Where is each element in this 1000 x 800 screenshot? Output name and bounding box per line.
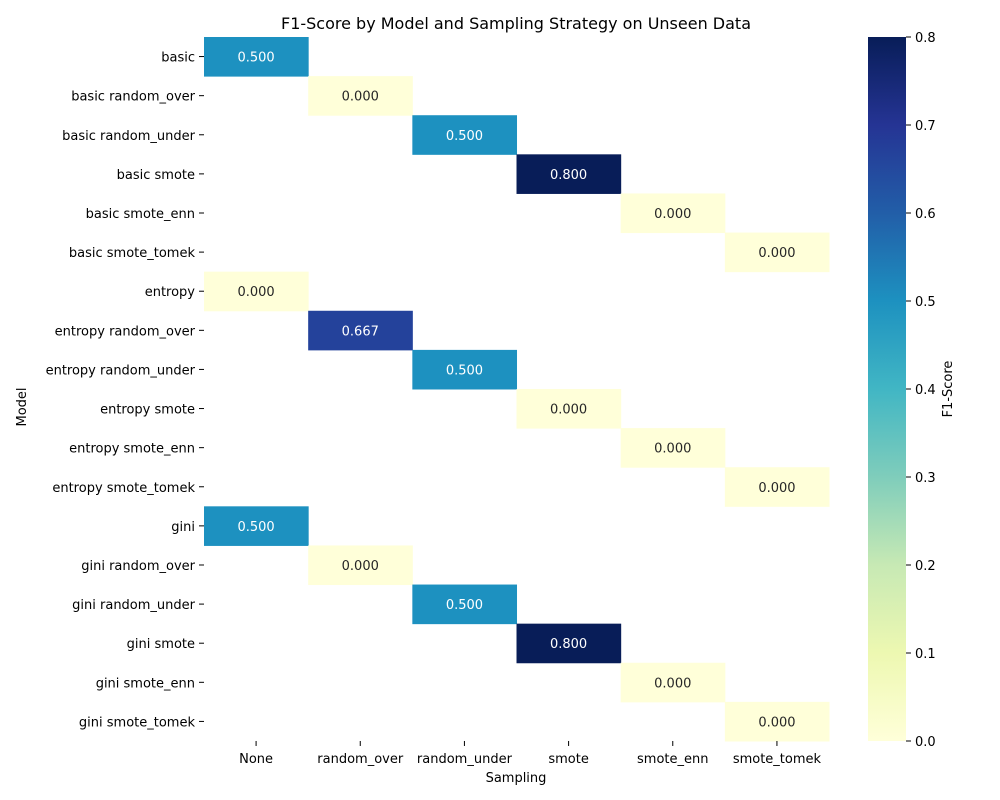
y-tick-label: basic random_over — [71, 90, 195, 105]
y-tick-label: entropy random_under — [46, 363, 196, 378]
cell-value-label: 0.000 — [758, 481, 795, 496]
heatmap-cell — [412, 349, 518, 390]
cell-value-label: 0.500 — [446, 129, 483, 144]
colorbar — [868, 37, 906, 741]
cell-value-label: 0.000 — [654, 676, 691, 691]
y-tick-label: basic smote — [117, 168, 195, 183]
cell-value-label: 0.500 — [237, 520, 274, 535]
y-tick-label: gini smote_enn — [96, 676, 195, 691]
heatmap-cell — [204, 506, 309, 546]
x-tick-label: smote — [548, 752, 589, 767]
chart-title: F1-Score by Model and Sampling Strategy … — [281, 14, 751, 33]
cell-value-label: 0.800 — [550, 637, 587, 652]
colorbar-tick-label: 0.3 — [915, 471, 936, 486]
colorbar-tick-label: 0.0 — [915, 735, 936, 750]
cell-value-label: 0.000 — [342, 90, 379, 105]
heatmap-cell — [412, 115, 518, 155]
heatmap-cell — [724, 467, 830, 507]
cell-labels: 0.500 0.000 0.500 0.800 0.000 0.000 0.000 0.667… — [237, 51, 795, 731]
colorbar-label: F1-Score — [941, 361, 956, 418]
y-tick-label: basic smote_enn — [86, 207, 195, 222]
cell-value-label: 0.500 — [446, 363, 483, 378]
heatmap-cell — [204, 37, 309, 77]
x-tick-label: random_over — [317, 752, 404, 767]
heatmap-cell — [620, 428, 726, 468]
colorbar-tick-label: 0.1 — [915, 647, 936, 662]
cell-value-label: 0.000 — [758, 246, 795, 261]
heatmap-cell — [620, 193, 726, 234]
x-axis-ticks: None random_over random_under smote smote_en… — [239, 740, 822, 767]
y-axis-label: Model — [15, 387, 30, 426]
y-tick-label: gini smote — [127, 637, 195, 652]
y-tick-label: gini random_over — [81, 559, 195, 574]
y-tick-label: gini — [171, 520, 195, 535]
y-tick-label: entropy smote_enn — [69, 442, 195, 457]
heatmap-cell — [724, 232, 830, 273]
heatmap-cell — [516, 388, 622, 429]
cell-value-label: 0.667 — [342, 324, 379, 339]
cell-value-label: 0.000 — [654, 207, 691, 222]
heatmap-cell — [412, 584, 518, 625]
y-tick-label: entropy — [145, 285, 196, 300]
heatmap-cell — [308, 76, 413, 116]
x-tick-label: random_under — [417, 752, 513, 767]
colorbar-tick-label: 0.4 — [915, 383, 936, 398]
cell-value-label: 0.000 — [550, 403, 587, 418]
cell-value-label: 0.800 — [550, 168, 587, 183]
y-tick-label: basic smote_tomek — [69, 246, 196, 261]
x-tick-label: smote_enn — [637, 752, 708, 767]
colorbar-tick-label: 0.2 — [915, 559, 936, 574]
cell-value-label: 0.000 — [758, 715, 795, 730]
heatmap-cell — [620, 662, 726, 703]
colorbar-tick-label: 0.8 — [915, 31, 936, 46]
heatmap-cells — [204, 37, 830, 742]
y-tick-label: gini smote_tomek — [79, 715, 196, 730]
x-axis-label: Sampling — [486, 771, 547, 786]
y-tick-label: entropy smote_tomek — [52, 481, 195, 496]
cell-value-label: 0.000 — [237, 285, 274, 300]
colorbar-ticks: 0.0 0.1 0.2 0.3 0.4 0.5 0.6 0.7 0.8 — [906, 31, 936, 750]
y-tick-label: basic random_under — [62, 129, 196, 144]
heatmap-cell — [516, 154, 622, 194]
heatmap-cell — [308, 545, 413, 586]
heatmap-cell — [724, 701, 830, 742]
y-tick-label: gini random_under — [72, 598, 195, 613]
y-tick-label: entropy random_over — [55, 324, 196, 339]
y-tick-label: entropy smote — [100, 403, 195, 418]
cell-value-label: 0.500 — [446, 598, 483, 613]
colorbar-tick-label: 0.5 — [915, 295, 936, 310]
x-tick-label: smote_tomek — [733, 752, 822, 767]
heatmap-cell — [516, 623, 622, 664]
colorbar-tick-label: 0.7 — [915, 119, 936, 134]
heatmap-cell — [308, 310, 413, 351]
x-tick-label: None — [239, 752, 273, 767]
colorbar-tick-label: 0.6 — [915, 207, 936, 222]
cell-value-label: 0.500 — [237, 51, 274, 66]
heatmap-cell — [204, 271, 309, 312]
y-tick-label: basic — [161, 51, 195, 66]
cell-value-label: 0.000 — [342, 559, 379, 574]
cell-value-label: 0.000 — [654, 442, 691, 457]
